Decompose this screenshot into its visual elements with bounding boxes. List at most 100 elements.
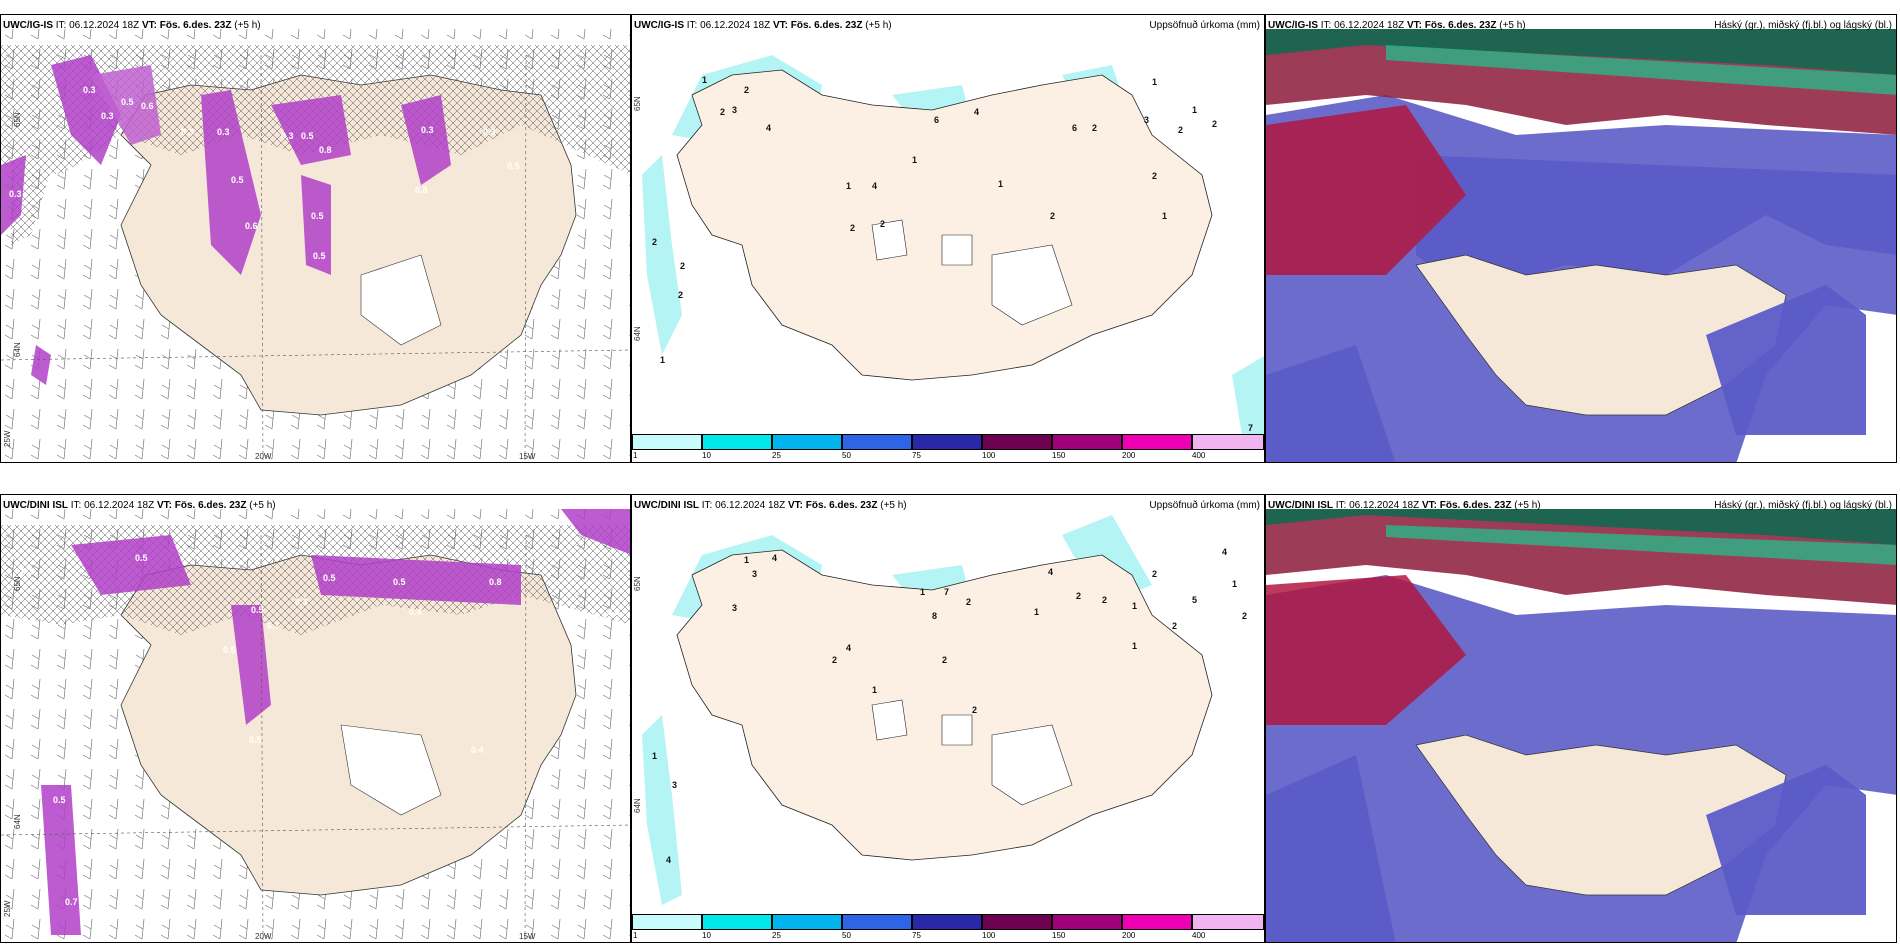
- colorbar-tick: 150: [1052, 451, 1066, 460]
- precip-value: 8: [932, 611, 938, 621]
- colorbar-swatch: [1122, 914, 1192, 930]
- panel-title: Háský (gr.), miðský (fj.bl.) og lágský (…: [1714, 20, 1892, 31]
- row1-middle-panel: UWC/IG-IS IT: 06.12.2024 18Z VT: Fös. 6.…: [631, 14, 1265, 463]
- colorbar-swatch: [632, 434, 702, 450]
- snow-value: 0.5: [135, 553, 148, 563]
- snow-value: 0.7: [267, 621, 280, 631]
- panel-title: Háský (gr.), miðský (fj.bl.) og lágský (…: [1714, 500, 1892, 511]
- row1-left-panel: UWC/IG-IS IT: 06.12.2024 18Z VT: Fös. 6.…: [0, 14, 631, 463]
- lat-label: 65N: [13, 112, 22, 127]
- lat-label: 64N: [13, 814, 22, 829]
- colorbar-tick: 50: [842, 931, 851, 940]
- precip-value: 2: [1050, 211, 1056, 221]
- lat-label: 65N: [633, 576, 642, 591]
- precip-map: [642, 515, 1213, 905]
- colorbar-tick: 400: [1192, 931, 1206, 940]
- precip-value: 1: [912, 155, 918, 165]
- precip-value: 6: [934, 115, 940, 125]
- precip-value: 2: [680, 261, 686, 271]
- colorbar-swatch: [1052, 914, 1122, 930]
- precip-value: 1: [1162, 211, 1168, 221]
- colorbar-tick: 10: [702, 931, 711, 940]
- colorbar-tick: 75: [912, 451, 921, 460]
- precip-value: 1: [1034, 607, 1040, 617]
- snow-value: 0.5: [313, 251, 326, 261]
- snow-value: 0.5: [249, 735, 262, 745]
- lat-label: 64N: [13, 342, 22, 357]
- snow-value: 0.3: [607, 607, 620, 617]
- lon-label: 15W: [519, 932, 536, 941]
- precip-value: 2: [1076, 591, 1082, 601]
- precip-value: 2: [1212, 119, 1218, 129]
- precip-value: 1: [1132, 601, 1138, 611]
- snow-value: 0.6: [141, 101, 154, 111]
- snow-value: 0.5: [323, 573, 336, 583]
- snow-value: 0.3: [295, 597, 308, 607]
- colorbar-swatch: [1122, 434, 1192, 450]
- snow-value: 0.8: [319, 145, 332, 155]
- panel-title: Uppsöfnuð úrkoma (mm): [1149, 500, 1260, 511]
- precip-value: 3: [672, 780, 678, 790]
- colorbar-swatch: [842, 434, 912, 450]
- colorbar-swatch: [1052, 434, 1122, 450]
- colorbar-tick: 1: [633, 931, 638, 940]
- colorbar: 1 10 25 50 75 100 150 200 400: [632, 434, 1264, 462]
- iceland-land: [676, 69, 1213, 381]
- precip-value: 2: [1152, 569, 1158, 579]
- colorbar-tick: 400: [1192, 451, 1206, 460]
- precip-value: 1: [1132, 641, 1138, 651]
- precip-value: 2: [1092, 123, 1098, 133]
- colorbar-tick: 50: [842, 451, 851, 460]
- snow-value: 0.3: [181, 127, 194, 137]
- lat-label: 64N: [633, 798, 642, 813]
- snow-value: 0.5: [301, 131, 314, 141]
- precip-value: 1: [660, 355, 666, 365]
- precip-value: 2: [652, 237, 658, 247]
- colorbar-tick: 200: [1122, 451, 1136, 460]
- precip-value: 4: [666, 855, 672, 865]
- snow-value: 0.5: [223, 645, 236, 655]
- precip-value: 6: [1072, 123, 1078, 133]
- lat-label: 65N: [633, 96, 642, 111]
- snow-value: 0.6: [245, 221, 258, 231]
- colorbar-swatch: [982, 434, 1052, 450]
- snow-value: 0.7: [65, 897, 78, 907]
- colorbar-swatch: [632, 914, 702, 930]
- colorbar-tick: 200: [1122, 931, 1136, 940]
- snow-value: 0.5: [53, 795, 66, 805]
- snow-value: 0.5: [231, 175, 244, 185]
- colorbar-tick: 75: [912, 931, 921, 940]
- snow-value: 0.4: [471, 745, 484, 755]
- precip-value: 2: [1152, 171, 1158, 181]
- lat-label: 25W: [3, 430, 12, 447]
- colorbar-swatch: [842, 914, 912, 930]
- colorbar-tick: 25: [772, 451, 781, 460]
- panel-title: Uppsöfnuð úrkoma (mm): [1149, 20, 1260, 31]
- precip-value: 2: [966, 597, 972, 607]
- precip-value: 4: [846, 643, 852, 653]
- snow-value: 0.3: [281, 131, 294, 141]
- snow-value: 0.5: [121, 97, 134, 107]
- snow-value: 0.5: [311, 211, 324, 221]
- colorbar-swatch: [1192, 434, 1264, 450]
- snow-value: 0.8: [489, 577, 502, 587]
- cloud-map: [1266, 509, 1896, 942]
- snow-value: 0.5: [393, 577, 406, 587]
- snow-value: 0.3: [421, 125, 434, 135]
- precip-value: 2: [744, 85, 750, 95]
- precip-value: 2: [1102, 595, 1108, 605]
- snow-wind-map: [1, 509, 630, 942]
- iceland-land: [676, 549, 1213, 861]
- cloud-map: [1266, 29, 1896, 462]
- precip-value: 4: [1222, 547, 1228, 557]
- colorbar-swatch: [772, 914, 842, 930]
- snow-value: 0.8: [415, 185, 428, 195]
- colorbar-tick: 100: [982, 931, 996, 940]
- precip-map: [642, 55, 1264, 435]
- precip-value: 3: [732, 603, 738, 613]
- colorbar-swatch: [1192, 914, 1264, 930]
- precip-value: 4: [872, 181, 878, 191]
- precip-value: 2: [880, 219, 886, 229]
- snow-value: 0.3: [83, 85, 96, 95]
- row1-right-panel: UWC/IG-IS IT: 06.12.2024 18Z VT: Fös. 6.…: [1265, 14, 1897, 463]
